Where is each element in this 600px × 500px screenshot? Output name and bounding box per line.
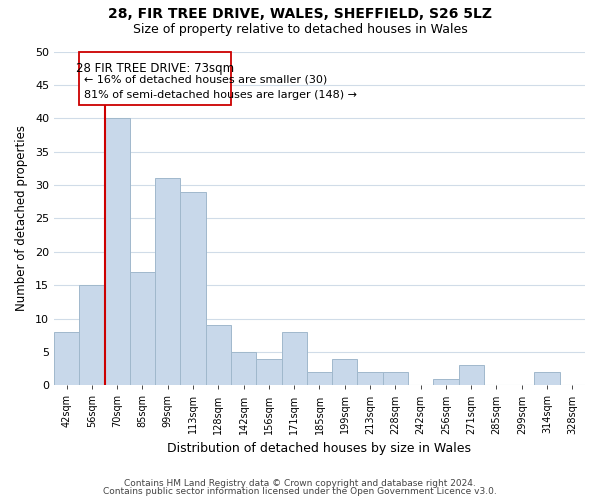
Bar: [231, 352, 256, 386]
Bar: [535, 372, 560, 386]
Bar: [130, 272, 155, 386]
Y-axis label: Number of detached properties: Number of detached properties: [15, 126, 28, 312]
Text: ← 16% of detached houses are smaller (30): ← 16% of detached houses are smaller (30…: [84, 75, 328, 85]
Text: 81% of semi-detached houses are larger (148) →: 81% of semi-detached houses are larger (…: [84, 90, 357, 100]
Bar: [206, 325, 231, 386]
X-axis label: Distribution of detached houses by size in Wales: Distribution of detached houses by size …: [167, 442, 472, 455]
Bar: [383, 372, 408, 386]
Text: 28, FIR TREE DRIVE, WALES, SHEFFIELD, S26 5LZ: 28, FIR TREE DRIVE, WALES, SHEFFIELD, S2…: [108, 8, 492, 22]
Bar: [79, 285, 104, 386]
Bar: [155, 178, 181, 386]
Bar: [181, 192, 206, 386]
Bar: [458, 365, 484, 386]
FancyBboxPatch shape: [79, 52, 231, 105]
Bar: [54, 332, 79, 386]
Bar: [433, 378, 458, 386]
Bar: [256, 358, 281, 386]
Bar: [307, 372, 332, 386]
Text: Contains public sector information licensed under the Open Government Licence v3: Contains public sector information licen…: [103, 487, 497, 496]
Text: Size of property relative to detached houses in Wales: Size of property relative to detached ho…: [133, 22, 467, 36]
Bar: [358, 372, 383, 386]
Bar: [104, 118, 130, 386]
Text: Contains HM Land Registry data © Crown copyright and database right 2024.: Contains HM Land Registry data © Crown c…: [124, 478, 476, 488]
Bar: [332, 358, 358, 386]
Bar: [281, 332, 307, 386]
Text: 28 FIR TREE DRIVE: 73sqm: 28 FIR TREE DRIVE: 73sqm: [76, 62, 234, 74]
